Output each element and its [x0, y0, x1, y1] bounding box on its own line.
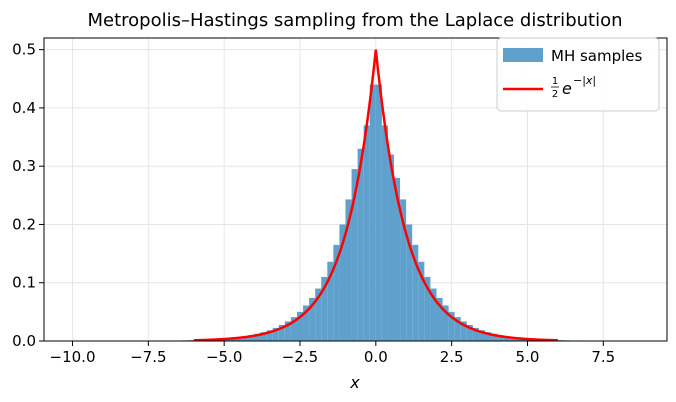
histogram-bar	[284, 321, 291, 341]
histogram-bar	[509, 337, 516, 341]
histogram-bar	[430, 288, 437, 341]
histogram-bar	[381, 125, 388, 342]
legend-fraction-numerator: 1	[552, 76, 558, 87]
histogram-bar	[424, 276, 431, 341]
histogram-bar	[296, 311, 304, 341]
histogram-bar	[442, 305, 449, 341]
histogram-bar	[406, 224, 413, 341]
histogram-bar	[254, 333, 261, 341]
legend-swatch-mh-samples	[503, 48, 543, 62]
histogram-bar	[363, 125, 370, 342]
x-tick-label: −2.5	[282, 348, 318, 366]
legend-e-symbol: e	[562, 79, 572, 98]
histogram-bar	[351, 169, 358, 341]
legend-label-mh-samples: MH samples	[551, 47, 643, 65]
histogram-bar	[387, 154, 395, 341]
plot-frame	[43, 37, 668, 342]
x-tick-label: −7.5	[130, 348, 166, 366]
histogram-bar	[485, 332, 492, 341]
histogram-bar	[248, 335, 255, 341]
histogram-bar	[448, 311, 455, 341]
histogram-bar	[309, 297, 316, 341]
histogram-bar	[466, 324, 473, 341]
y-tick-label: 0.3	[12, 157, 36, 175]
y-tick-label: 0.2	[12, 215, 36, 233]
y-axis-ticks: 0.0 0.1 0.2 0.3 0.4 0.5	[12, 41, 44, 350]
histogram-bar	[412, 244, 419, 341]
histogram-bar	[375, 84, 382, 341]
histogram-bar	[454, 317, 461, 341]
histogram-bar	[339, 224, 346, 341]
histogram-bar	[303, 305, 310, 341]
legend-label-density: 1 2 e −|x|	[551, 74, 596, 100]
histogram-bar	[400, 199, 407, 341]
legend: MH samples 1 2 e −|x|	[496, 37, 660, 112]
histogram-bar	[333, 244, 340, 341]
x-axis-label: x	[349, 373, 360, 392]
laplace-density-curve	[193, 49, 558, 342]
histogram-bar	[272, 327, 279, 341]
histogram-bar	[472, 327, 479, 341]
histogram-bars	[157, 84, 643, 342]
histogram-bar	[260, 332, 267, 341]
x-tick-label: −5.0	[206, 348, 242, 366]
histogram-bar	[290, 317, 297, 341]
y-tick-label: 0.4	[12, 99, 36, 117]
x-tick-label: −10.0	[50, 348, 96, 366]
histogram-bar	[321, 276, 328, 341]
y-tick-label: 0.1	[12, 274, 36, 292]
histogram-bar	[436, 297, 443, 341]
chart-title: Metropolis–Hastings sampling from the La…	[87, 10, 622, 31]
histogram-bar	[478, 330, 486, 341]
histogram-bar	[357, 148, 364, 341]
histogram-bar	[394, 177, 401, 341]
histogram-bar	[236, 337, 243, 341]
histogram-bar	[242, 336, 249, 341]
histogram-bar	[491, 333, 498, 341]
y-tick-label: 0.5	[12, 41, 36, 59]
histogram-bar	[266, 330, 273, 341]
histogram-bar	[327, 261, 334, 341]
histogram-bar	[418, 261, 425, 341]
histogram-bar	[369, 84, 376, 341]
x-axis-ticks: −10.0 −7.5 −5.0 −2.5 0.0 2.5 5.0 7.5	[50, 341, 615, 366]
histogram-bar	[503, 336, 510, 341]
x-tick-label: 2.5	[440, 348, 464, 366]
histogram-bar	[460, 321, 467, 341]
x-tick-label: 0.0	[364, 348, 388, 366]
y-tick-label: 0.0	[12, 332, 36, 350]
x-tick-label: 5.0	[516, 348, 540, 366]
histogram-bar	[315, 288, 322, 341]
legend-fraction-denominator: 2	[552, 89, 558, 100]
x-tick-label: 7.5	[591, 348, 615, 366]
histogram-bar	[345, 199, 352, 341]
legend-exponent: −|x|	[573, 74, 596, 87]
histogram-bar	[497, 335, 504, 341]
histogram-bar	[278, 324, 285, 341]
